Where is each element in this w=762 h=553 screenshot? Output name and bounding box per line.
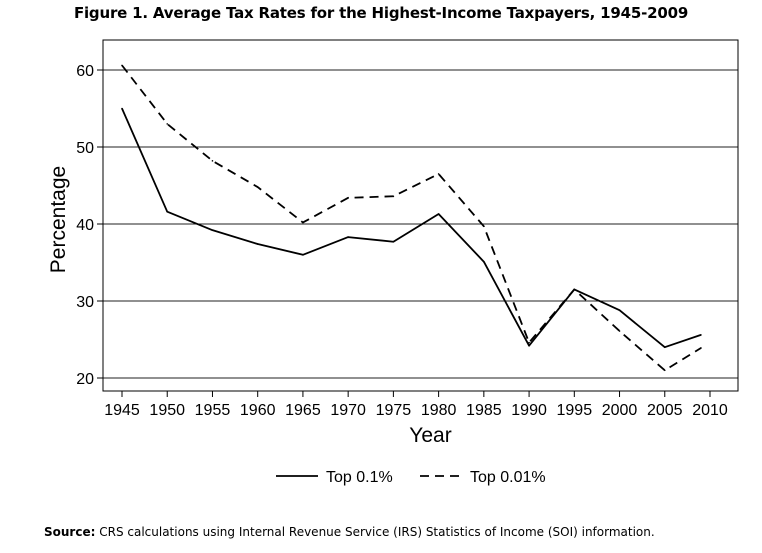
- y-tick-label: 40: [76, 217, 94, 234]
- series-line-1: [121, 108, 702, 349]
- series-1-point: [618, 309, 621, 312]
- source-label: Source:: [44, 525, 96, 539]
- series-1-point: [437, 213, 440, 215]
- series-1-point: [347, 236, 349, 238]
- series-1-point: [166, 210, 169, 213]
- source-note: Source: CRS calculations using Internal …: [44, 525, 655, 539]
- series-layer: [121, 64, 702, 372]
- x-tick-label: 1955: [195, 402, 231, 419]
- series-2-point: [121, 64, 123, 67]
- legend: Top 0.1% Top 0.01%: [276, 469, 546, 486]
- series-1-point: [663, 346, 666, 349]
- gridlines: [103, 69, 738, 379]
- plot-frame: [102, 39, 739, 392]
- x-tick-label: 1985: [466, 402, 502, 419]
- series-1-point: [528, 344, 530, 347]
- x-tick-label: 1975: [376, 402, 412, 419]
- series-2-point: [483, 225, 485, 228]
- x-tick-label: 1995: [557, 402, 593, 419]
- y-tick-label: 20: [76, 371, 94, 388]
- x-tick-label: 1970: [330, 402, 366, 419]
- series-line-2: [121, 64, 702, 372]
- legend-label-2: Top 0.01%: [470, 469, 546, 486]
- series-2-point: [256, 186, 259, 188]
- series-2-point: [700, 347, 702, 349]
- series-2-point: [573, 288, 576, 291]
- series-1-point: [256, 243, 259, 245]
- x-tick-label: 2005: [647, 402, 683, 419]
- y-tick-label: 50: [76, 140, 94, 157]
- x-tick-label: 1960: [240, 402, 276, 419]
- x-tick-label: 1990: [511, 402, 547, 419]
- series-2-point: [166, 123, 169, 125]
- y-tick-label: 30: [76, 294, 94, 311]
- x-tick-label: 2010: [692, 402, 728, 419]
- series-1-point: [700, 334, 702, 336]
- series-2-point: [302, 221, 304, 224]
- legend-label-1: Top 0.1%: [326, 469, 393, 486]
- series-1-point: [302, 254, 304, 256]
- series-1-point: [483, 260, 485, 263]
- series-2-point: [437, 173, 440, 175]
- y-tick-label: 60: [76, 63, 94, 80]
- x-tick-label: 1950: [149, 402, 185, 419]
- series-2-point: [347, 197, 349, 199]
- line-chart: 20 30 40 50 60 1945 1950 1955 1960 1965 1970 1975 19…: [47, 39, 739, 486]
- series-1-point: [211, 229, 214, 231]
- series-2-point: [392, 195, 395, 198]
- axis-labels-group: 20 30 40 50 60 1945 1950 1955 1960 1965 1970 1975 19…: [47, 63, 728, 447]
- x-tick-label: 1965: [285, 402, 321, 419]
- series-2-point: [618, 330, 621, 332]
- series-2-point: [528, 341, 530, 344]
- y-axis-label: Percentage: [47, 166, 70, 273]
- axes: [97, 39, 739, 397]
- series-1-point: [121, 107, 123, 110]
- series-1-point: [392, 240, 395, 243]
- x-tick-label: 1945: [104, 402, 140, 419]
- series-2-point: [663, 369, 666, 372]
- series-2-point: [211, 160, 214, 162]
- x-tick-label: 1980: [421, 402, 457, 419]
- x-tick-label: 2000: [602, 402, 638, 419]
- figure-title: Figure 1. Average Tax Rates for the High…: [73, 4, 689, 22]
- source-text: CRS calculations using Internal Revenue …: [99, 525, 655, 539]
- x-axis-label: Year: [409, 424, 451, 447]
